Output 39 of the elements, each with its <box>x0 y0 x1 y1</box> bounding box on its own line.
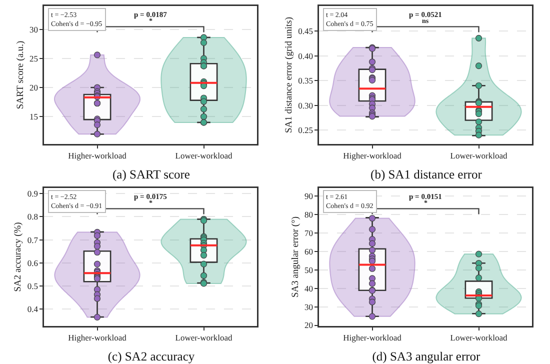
y-tick-label: 0.7 <box>27 234 38 245</box>
y-tick-label: 50 <box>304 264 313 275</box>
text: (b) SA1 distance error <box>370 167 483 182</box>
y-axis-title: SA1 distance error (grid units) <box>284 16 294 134</box>
y-tick-label: 30 <box>304 302 313 312</box>
x-tick-label: Lower-workload <box>175 332 233 342</box>
y-tick-label: 0.45 <box>298 26 313 36</box>
y-tick-label: 0.4 <box>27 304 39 314</box>
y-tick-label: 20 <box>30 82 38 92</box>
y-tick-label: 20 <box>304 320 313 330</box>
y-tick-label: 40 <box>304 283 313 294</box>
y-tick-label: 0.30 <box>298 100 313 110</box>
y-tick-label: 0.35 <box>298 76 313 86</box>
y-tick-label: 0.25 <box>298 125 313 136</box>
y-tick-label: 0.9 <box>27 188 38 199</box>
y-tick-label: 0.6 <box>27 258 38 268</box>
y-tick-label: 90 <box>304 191 313 202</box>
x-tick-label: Lower-workload <box>450 332 508 342</box>
text: (a) SART score <box>112 167 190 182</box>
y-tick-label: 25 <box>30 53 38 64</box>
text: (c) SA2 accuracy <box>108 349 196 364</box>
x-tick-label: Higher-workload <box>343 332 402 342</box>
x-tick-label: Higher-workload <box>68 332 128 342</box>
y-tick-label: 70 <box>304 228 313 238</box>
y-tick-label: 80 <box>304 210 313 220</box>
y-axis-title: SA3 angular error (°) <box>290 216 301 298</box>
y-tick-label: 30 <box>30 24 38 34</box>
x-tick-label: Higher-workload <box>343 150 402 160</box>
y-tick-label: 60 <box>304 246 313 256</box>
y-axis-title: SART score (a.u.) <box>16 40 26 110</box>
x-tick-label: Higher-workload <box>68 150 128 160</box>
y-tick-label: 0.5 <box>27 280 38 291</box>
y-tick-label: 0.40 <box>298 50 313 61</box>
y-tick-label: 0.8 <box>27 212 38 222</box>
y-axis-title: SA2 accuracy (%) <box>14 222 24 292</box>
y-tick-label: 15 <box>30 112 38 122</box>
x-tick-label: Lower-workload <box>175 150 233 160</box>
text: (d) SA3 angular error <box>372 349 482 364</box>
x-tick-label: Lower-workload <box>450 150 508 160</box>
